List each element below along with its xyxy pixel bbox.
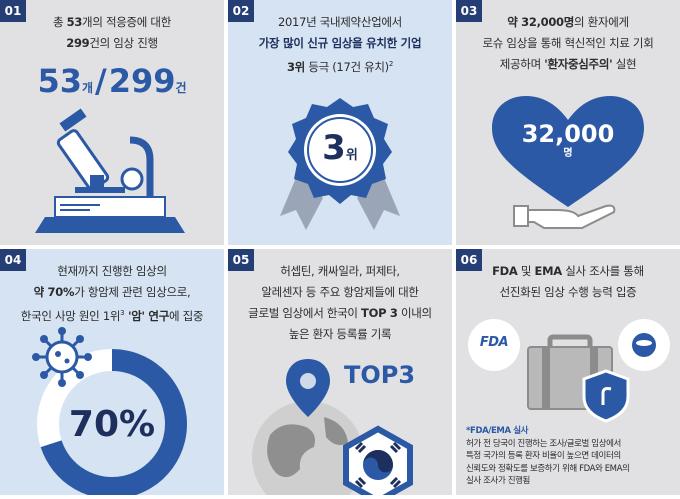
microscope-icon [35, 108, 185, 233]
panel-number: 04 [0, 249, 26, 271]
panel-02-text: 2017년 국내제약산업에서 가장 많이 신규 임상을 유치한 기업 3위 등극… [258, 15, 422, 74]
panel-number: 06 [456, 249, 482, 271]
panel-04: 04 현재까지 진행한 임상의 약 70%가 항암제 관련 임상으로, 한국인 … [0, 249, 224, 495]
globe-location-icon [252, 359, 413, 495]
briefcase-shield-icon [468, 319, 670, 423]
heart-hand-icon [492, 96, 644, 229]
panel-05: 05 허셉틴, 캐싸일라, 퍼제타, 알레센자 등 주요 항암제들에 대한 글로… [228, 249, 452, 495]
fda-logo: FDA [479, 335, 509, 350]
panel-number: 01 [0, 0, 26, 22]
virus-icon [32, 327, 92, 387]
heart-value: 32,000 명 [521, 120, 615, 159]
panel-01: 01 총 53개의 적응증에 대한 299건의 임상 진행 53개/299건 [0, 0, 224, 245]
award-badge-icon [280, 98, 400, 230]
panel-number: 02 [228, 0, 254, 22]
panel-01-text: 총 53개의 적응증에 대한 299건의 임상 진행 [53, 15, 171, 50]
clinical-count: 53개/299건 [37, 62, 187, 100]
donut-value-arc [40, 349, 187, 495]
panel-03-text: 약 32,000명의 환자에게 로슈 임상을 통해 혁신적인 치료 기회 제공하… [482, 15, 654, 71]
panel-06-text: FDA 및 EMA 실사 조사를 통해 선진화된 임상 수행 능력 입증 [492, 264, 644, 299]
top3-label: TOP3 [344, 361, 416, 389]
panel-03: 03 약 32,000명의 환자에게 로슈 임상을 통해 혁신적인 치료 기회 … [456, 0, 680, 245]
panel-06: 06 FDA 및 EMA 실사 조사를 통해 선진화된 임상 수행 능력 입증 … [456, 249, 680, 495]
oncology-donut-chart [32, 327, 187, 495]
panel-04-text: 현재까지 진행한 임상의 약 70%가 항암제 관련 임상으로, 한국인 사망 … [20, 264, 204, 323]
panel-05-text: 허셉틴, 캐싸일라, 퍼제타, 알레센자 등 주요 항암제들에 대한 글로벌 임… [248, 264, 432, 341]
panel-02: 02 2017년 국내제약산업에서 가장 많이 신규 임상을 유치한 기업 3위… [228, 0, 452, 245]
rank-badge-value: 3위 [322, 128, 358, 168]
panel-number: 03 [456, 0, 482, 22]
panel-number: 05 [228, 249, 254, 271]
fda-ema-note: *FDA/EMA 실사 허가 전 당국이 진행하는 조사/글로벌 임상에서 특정… [466, 426, 630, 486]
donut-label: 70% [68, 404, 156, 445]
